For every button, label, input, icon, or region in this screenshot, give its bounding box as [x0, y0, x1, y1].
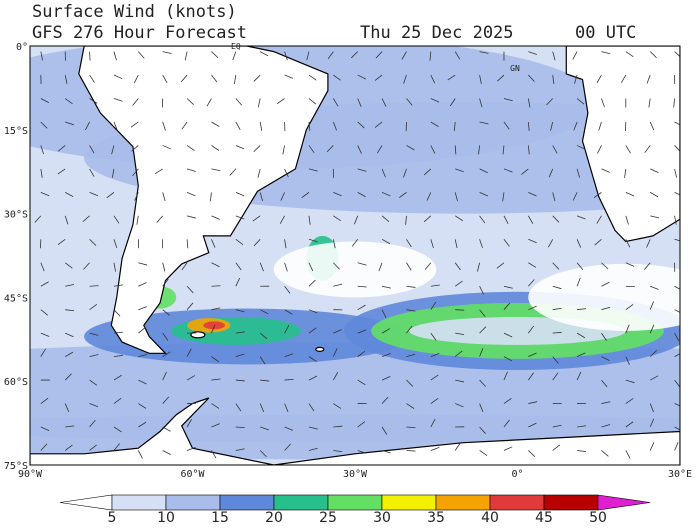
colorbar-label: 50 [589, 510, 607, 525]
lat-label: 45°S [4, 293, 28, 304]
colorbar-label: 5 [108, 510, 117, 525]
subtitle: GFS 276 Hour Forecast [32, 23, 247, 43]
colorbar-label: 10 [157, 510, 175, 525]
wind-area [274, 242, 437, 298]
lon-label: 30°E [668, 469, 692, 480]
place-label: GN [510, 64, 520, 73]
lat-label: 15°S [4, 126, 28, 137]
date: Thu 25 Dec 2025 [360, 23, 514, 43]
colorbar-label: 15 [211, 510, 229, 525]
colorbar-label: 40 [481, 510, 499, 525]
colorbar-segment [490, 495, 544, 510]
wind-area [203, 321, 225, 329]
colorbar-label: 25 [319, 510, 337, 525]
colorbar-segment [544, 495, 598, 510]
place-label: EQ [231, 42, 241, 51]
madagascar [316, 347, 324, 351]
wind-barb [90, 52, 91, 61]
colorbar-label: 20 [265, 510, 283, 525]
colorbar-segment [274, 495, 328, 510]
colorbar-label: 35 [427, 510, 445, 525]
wind-area [171, 317, 301, 345]
colorbar-segment [382, 495, 436, 510]
lon-label: 90°W [18, 469, 43, 480]
lat-label: 30°S [4, 210, 28, 221]
lat-label: 60°S [4, 377, 28, 388]
colorbar-segment [220, 495, 274, 510]
lon-label: 60°W [180, 469, 205, 480]
colorbar-segment [112, 495, 166, 510]
map-content [0, 35, 700, 471]
colorbar-segment [328, 495, 382, 510]
colorbar-label: 30 [373, 510, 391, 525]
colorbar-segment [436, 495, 490, 510]
colorbar-segment [166, 495, 220, 510]
time: 00 UTC [575, 23, 636, 43]
colorbar-label: 45 [535, 510, 553, 525]
lon-label: 0° [511, 469, 523, 480]
lat-label: 0° [16, 42, 28, 53]
title: Surface Wind (knots) [32, 2, 237, 22]
lon-label: 30°W [343, 469, 368, 480]
